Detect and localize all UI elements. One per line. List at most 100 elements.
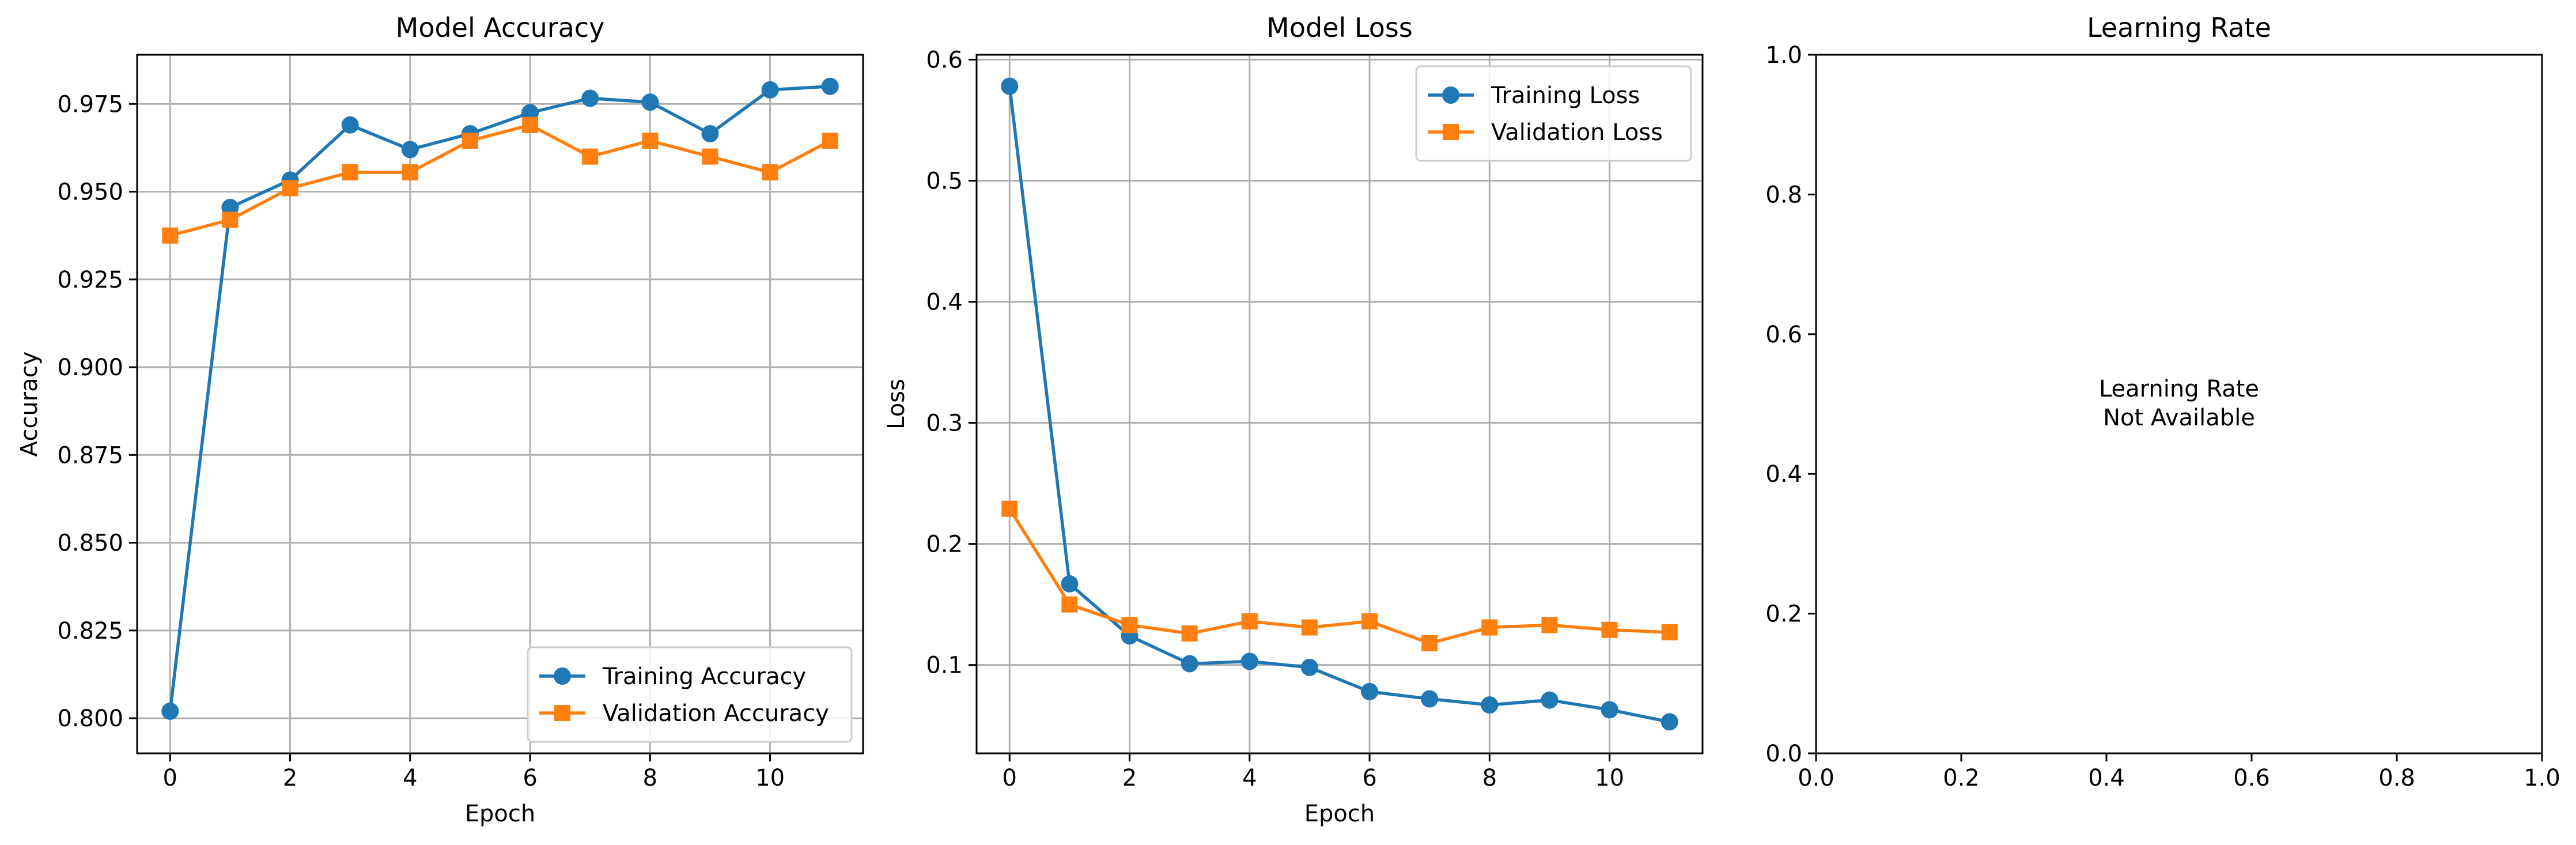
data-point — [401, 141, 419, 159]
data-point — [701, 125, 719, 143]
x-tick-label: 10 — [755, 765, 785, 791]
y-tick-label: 0.8 — [1765, 182, 1802, 208]
x-axis-label: Epoch — [1304, 801, 1375, 827]
data-point — [1361, 613, 1378, 630]
data-point — [1241, 613, 1258, 630]
no-data-note: Not Available — [2103, 405, 2255, 431]
x-tick-label: 4 — [1242, 765, 1257, 791]
legend-box — [527, 646, 853, 743]
series-0 — [1001, 77, 1678, 731]
data-point — [1061, 575, 1079, 593]
data-point — [282, 180, 298, 197]
data-point — [1661, 624, 1678, 640]
y-tick-label: 0.5 — [926, 168, 963, 194]
y-tick-label: 0.2 — [1765, 601, 1802, 628]
x-tick-label: 8 — [1482, 765, 1497, 791]
data-point — [702, 148, 718, 165]
chart-title: Model Loss — [1266, 12, 1413, 43]
y-axis-label: Loss — [883, 379, 910, 429]
y-tick-label: 0.6 — [926, 47, 963, 73]
y-tick-label: 0.875 — [57, 442, 123, 469]
y-tick-label: 0.2 — [926, 531, 963, 558]
y-tick-label: 0.950 — [57, 179, 123, 206]
x-tick-label: 4 — [403, 765, 417, 791]
series-line — [168, 85, 830, 712]
legend-label: Training Loss — [1491, 82, 1640, 109]
data-point — [222, 212, 239, 228]
y-tick-label: 0.1 — [926, 652, 963, 679]
series-line — [1008, 508, 1670, 645]
x-tick-label: 0.2 — [1943, 765, 1980, 791]
data-point — [462, 133, 478, 149]
data-point — [161, 702, 179, 720]
data-point — [162, 227, 179, 244]
y-tick-label: 0.925 — [57, 267, 123, 293]
x-tick-label: 0.0 — [1798, 765, 1834, 791]
x-tick-label: 8 — [643, 765, 657, 791]
data-point — [1001, 77, 1019, 95]
data-point — [821, 77, 839, 95]
series-line — [169, 123, 831, 237]
x-tick-label: 0 — [1003, 765, 1017, 791]
plot-frame — [975, 54, 1704, 755]
no-data-note: Learning Rate — [2099, 376, 2259, 402]
data-point — [1541, 617, 1558, 633]
legend: Training Accuracy Validation Accuracy — [527, 646, 853, 743]
y-tick-label: 0.3 — [926, 410, 963, 437]
chart-title: Model Accuracy — [396, 12, 605, 43]
x-axis-label: Epoch — [465, 801, 535, 827]
x-tick-label: 0.6 — [2233, 765, 2270, 791]
x-tick-label: 6 — [523, 765, 537, 791]
data-point — [762, 164, 778, 181]
chart-panel-0: 0 2 4 6 8 10 0.800 0.825 0.850 0.875 0.900 0.925 0.9… — [16, 12, 864, 827]
data-point — [1541, 691, 1559, 709]
y-tick-label: 0.850 — [57, 530, 123, 557]
chart-panel-1: 0 2 4 6 8 10 0.1 0.2 0.3 0.4 0.5 0.6 Model Loss Epoch… — [883, 12, 1704, 827]
y-tick-label: 0.4 — [1765, 461, 1802, 488]
data-point — [1181, 655, 1198, 673]
data-point — [1601, 621, 1618, 638]
series-1 — [162, 116, 838, 244]
chart-panel-2: 0.0 0.2 0.4 0.6 0.8 1.0 0.0 0.2 0.4 0.6 0.8 1.0 Lear… — [1765, 12, 2560, 791]
y-tick-label: 1.0 — [1765, 42, 1802, 69]
grid-lines — [977, 55, 1703, 753]
data-point — [1421, 635, 1438, 651]
x-tick-label: 6 — [1362, 765, 1376, 791]
y-tick-label: 0.4 — [926, 289, 963, 316]
legend-label: Validation Accuracy — [603, 700, 829, 727]
data-point — [1660, 713, 1678, 731]
plot-frame — [1815, 54, 2543, 755]
data-point — [642, 133, 659, 149]
plot-frame — [136, 54, 864, 755]
data-point — [761, 81, 779, 99]
data-point — [1121, 617, 1138, 633]
y-tick-label: 0.825 — [57, 618, 123, 644]
x-tick-label: 0.4 — [2088, 765, 2125, 791]
y-tick-label: 0.975 — [57, 91, 123, 118]
data-point — [1361, 682, 1379, 700]
x-tick-label: 2 — [1122, 765, 1137, 791]
data-point — [822, 133, 838, 149]
x-tick-label: 10 — [1595, 765, 1624, 791]
legend-marker — [554, 705, 570, 721]
data-point — [402, 164, 418, 181]
legend-box — [1415, 65, 1692, 162]
y-tick-label: 0.0 — [1765, 741, 1802, 767]
legend: Training Loss Validation Loss — [1415, 65, 1692, 162]
data-point — [581, 89, 599, 107]
y-tick-label: 0.6 — [1765, 322, 1802, 348]
data-point — [341, 116, 359, 134]
data-point — [1061, 596, 1078, 613]
y-axis-label: Accuracy — [16, 352, 43, 457]
x-tick-label: 0 — [163, 765, 177, 791]
data-point — [582, 148, 599, 165]
data-point — [1421, 690, 1439, 708]
x-tick-label: 0.8 — [2378, 765, 2415, 791]
data-point — [1301, 619, 1318, 636]
legend-label: Training Accuracy — [602, 663, 806, 690]
data-point — [1181, 625, 1198, 642]
legend-marker — [1443, 124, 1459, 140]
y-tick-label: 0.800 — [57, 706, 123, 732]
data-point — [1001, 500, 1018, 517]
legend-label: Validation Loss — [1491, 119, 1663, 146]
